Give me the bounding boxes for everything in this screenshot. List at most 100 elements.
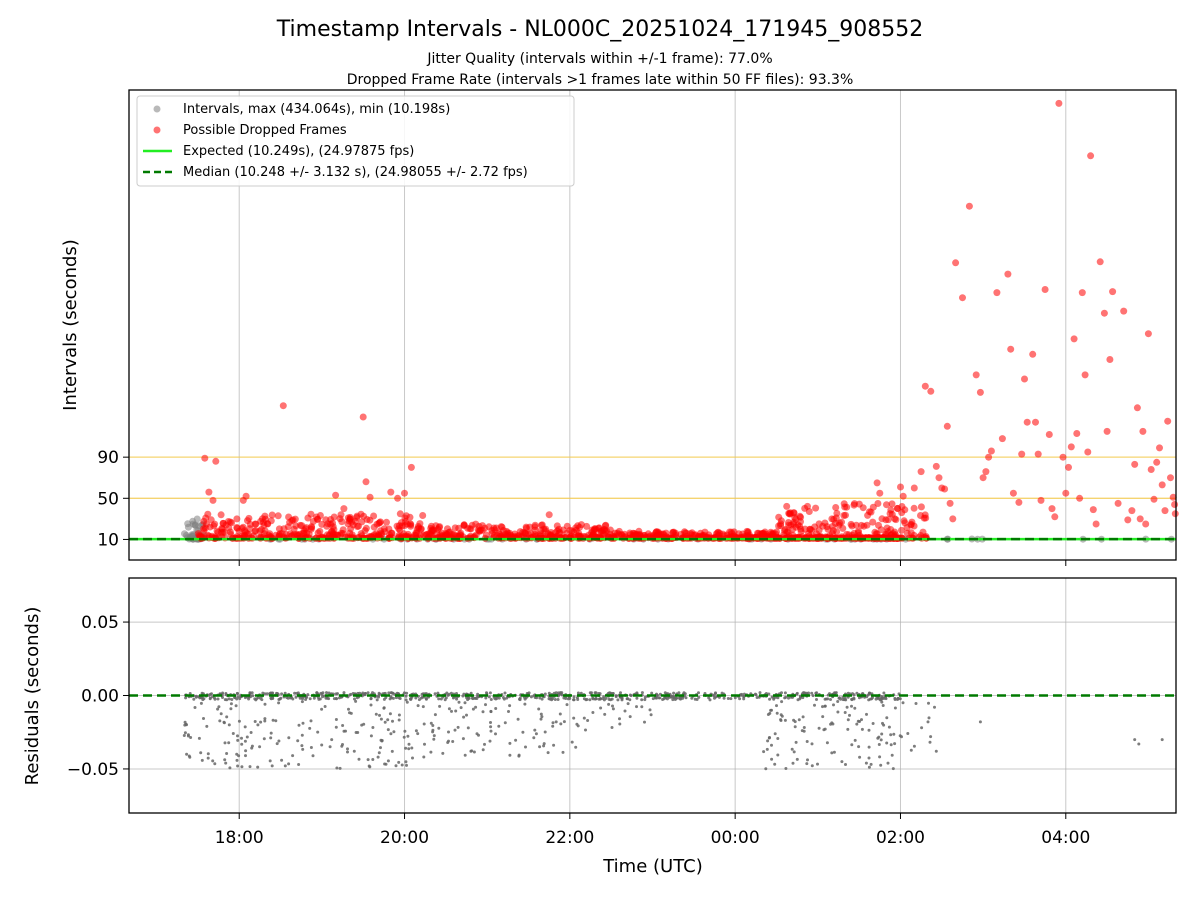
data-point [694, 698, 697, 701]
data-point [405, 695, 408, 698]
data-point [224, 741, 227, 744]
data-point [640, 698, 643, 701]
data-point [188, 756, 191, 759]
data-point [595, 697, 598, 700]
data-point [611, 705, 614, 708]
data-point [838, 696, 841, 699]
data-point [959, 294, 966, 301]
data-point [338, 518, 345, 525]
data-point [1029, 351, 1036, 358]
data-point [240, 497, 247, 504]
data-point [595, 691, 598, 694]
data-point [383, 519, 390, 526]
data-point [544, 693, 547, 696]
data-point [913, 745, 916, 748]
data-point [434, 713, 437, 716]
legend-label-expected: Expected (10.249s), (24.97875 fps) [183, 144, 414, 159]
data-point [269, 697, 272, 700]
data-point [883, 501, 890, 508]
data-point [312, 754, 315, 757]
data-point [458, 701, 461, 704]
data-point [375, 713, 378, 716]
data-point [563, 720, 566, 723]
data-point [776, 737, 779, 740]
data-point [803, 691, 806, 694]
data-point [918, 468, 925, 475]
data-point [385, 526, 392, 533]
data-point [447, 731, 450, 734]
data-point [343, 730, 346, 733]
data-point [425, 697, 428, 700]
data-point [1051, 513, 1058, 520]
data-point [897, 484, 904, 491]
data-point [661, 698, 664, 701]
data-point [675, 697, 678, 700]
data-point [603, 713, 606, 716]
data-point [880, 701, 883, 704]
data-point [826, 741, 829, 744]
data-point [848, 714, 851, 717]
data-point [830, 751, 833, 754]
data-point [621, 531, 628, 538]
data-point [685, 696, 688, 699]
data-point [783, 503, 790, 510]
data-point [993, 289, 1000, 296]
data-point [195, 696, 198, 699]
data-point [269, 759, 272, 762]
data-point [205, 725, 208, 728]
data-point [785, 528, 792, 535]
data-point [537, 708, 540, 711]
data-point [184, 731, 187, 734]
data-point [213, 762, 216, 765]
data-point [209, 697, 212, 700]
data-point [832, 504, 839, 511]
data-point [888, 726, 891, 729]
data-point [818, 727, 821, 730]
data-point [773, 763, 776, 766]
data-point [207, 752, 210, 755]
data-point [230, 702, 233, 705]
data-point [1046, 431, 1053, 438]
data-point [876, 490, 883, 497]
data-point [237, 695, 240, 698]
data-point [335, 692, 338, 695]
data-point [335, 718, 338, 721]
data-point [1087, 152, 1094, 159]
data-point [618, 717, 621, 720]
data-point [310, 719, 313, 722]
data-point [479, 522, 486, 529]
data-point [361, 692, 364, 695]
data-point [328, 692, 331, 695]
data-point [454, 729, 457, 732]
data-point [225, 752, 228, 755]
data-point [407, 520, 414, 527]
data-point [572, 698, 575, 701]
data-point [555, 526, 562, 533]
data-point [1109, 288, 1116, 295]
data-point [852, 697, 855, 700]
data-point [635, 705, 638, 708]
data-point [441, 752, 444, 755]
data-point [216, 708, 219, 711]
data-point [185, 753, 188, 756]
data-point [650, 692, 653, 695]
data-point [297, 691, 300, 694]
data-point [335, 767, 338, 770]
legend-marker-dropped [154, 127, 161, 134]
data-point [872, 722, 875, 725]
data-point [643, 721, 646, 724]
data-point [334, 532, 341, 539]
data-point [220, 712, 223, 715]
data-point [240, 737, 243, 740]
y-tick-label: 0.00 [81, 687, 119, 707]
data-point [941, 486, 948, 493]
data-point [335, 726, 338, 729]
data-point [988, 448, 995, 455]
data-point [240, 743, 243, 746]
data-point [846, 706, 849, 709]
data-point [1049, 505, 1056, 512]
data-point [1038, 497, 1045, 504]
data-point [256, 723, 259, 726]
data-point [836, 700, 839, 703]
data-point [262, 516, 269, 523]
